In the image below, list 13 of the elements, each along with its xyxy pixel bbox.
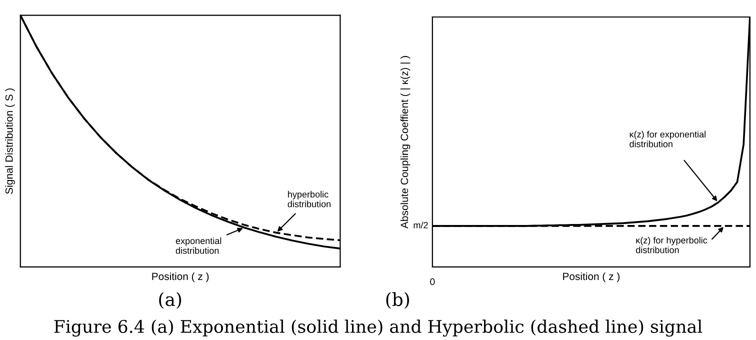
y-axis-title: Signal Distribution ( S ): [5, 88, 15, 194]
x-axis-title: Position ( z ): [563, 272, 620, 282]
annotation: κ(z) for hyperbolic distribution: [636, 236, 708, 254]
text: (a): [159, 292, 182, 309]
x-axis-title: Position ( z ): [152, 272, 209, 282]
annotation: κ(z) for exponential distribution: [630, 130, 706, 148]
y-axis-title: Absolute Coupling Coeffient ( | κ(z) | ): [400, 56, 410, 228]
text: m/2: [414, 222, 428, 228]
text: 0: [430, 278, 435, 286]
caption: Figure 6.4 (a) Exponential (solid line) and Hyperbolic (dashed line) signal: [54, 320, 702, 337]
text: (b): [386, 292, 410, 309]
annotation: exponential distribution: [176, 237, 222, 254]
annotation: hyperbolic distribution: [288, 190, 331, 208]
